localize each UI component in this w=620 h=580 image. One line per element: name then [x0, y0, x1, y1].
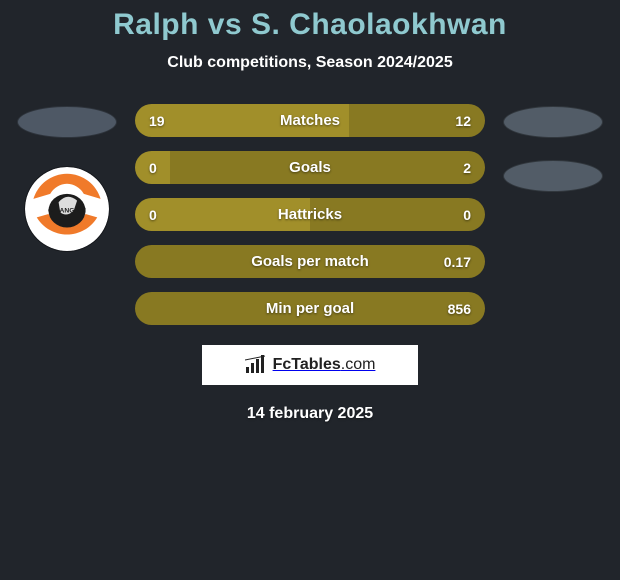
player-avatar-right	[503, 106, 603, 138]
left-avatars: CHIANGRAI	[17, 104, 117, 252]
stat-label: Goals per match	[251, 253, 369, 270]
stat-label: Goals	[289, 159, 331, 176]
brand-text: FcTables.com	[273, 356, 376, 374]
page-title: Ralph vs S. Chaolaokhwan	[0, 8, 620, 42]
stat-value-right: 0.17	[444, 254, 471, 270]
stat-label: Matches	[280, 112, 340, 129]
stat-label: Hattricks	[278, 206, 342, 223]
stat-value-left: 19	[149, 113, 165, 129]
stat-bar: Min per goal 856	[135, 292, 485, 325]
stat-bar: Matches 19 12	[135, 104, 485, 137]
stat-value-right: 12	[455, 113, 471, 129]
stat-value-right: 856	[448, 301, 471, 317]
stat-value-left: 0	[149, 160, 157, 176]
chiangrai-crest-icon: CHIANGRAI	[25, 167, 109, 251]
svg-text:CHIANGRAI: CHIANGRAI	[48, 207, 86, 214]
stats-column: Matches 19 12 Goals 0 2 Hattricks 0 0 Goals per m…	[135, 104, 485, 325]
club-crest-left: CHIANGRAI	[24, 166, 110, 252]
stat-label: Min per goal	[266, 300, 354, 317]
bar-chart-icon	[245, 355, 267, 375]
right-avatars	[503, 104, 603, 192]
player-avatar-left	[17, 106, 117, 138]
stat-value-left: 0	[149, 207, 157, 223]
comparison-widget: Ralph vs S. Chaolaokhwan Club competitio…	[0, 0, 620, 423]
stat-bar: Goals 0 2	[135, 151, 485, 184]
stat-bar: Hattricks 0 0	[135, 198, 485, 231]
stat-value-right: 2	[463, 160, 471, 176]
stat-bar: Goals per match 0.17	[135, 245, 485, 278]
brand-link[interactable]: FcTables.com	[202, 345, 418, 385]
stat-value-right: 0	[463, 207, 471, 223]
subtitle: Club competitions, Season 2024/2025	[0, 54, 620, 72]
date-label: 14 february 2025	[0, 405, 620, 423]
main-row: CHIANGRAI Matches1912Goals02Hattricks00G…	[0, 104, 620, 325]
club-avatar-right	[503, 160, 603, 192]
